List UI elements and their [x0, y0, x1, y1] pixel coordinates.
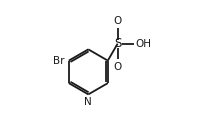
Text: OH: OH: [135, 39, 151, 49]
Text: N: N: [84, 97, 92, 107]
Text: O: O: [114, 62, 122, 72]
Text: S: S: [114, 37, 121, 50]
Text: Br: Br: [53, 56, 65, 66]
Text: O: O: [114, 16, 122, 26]
